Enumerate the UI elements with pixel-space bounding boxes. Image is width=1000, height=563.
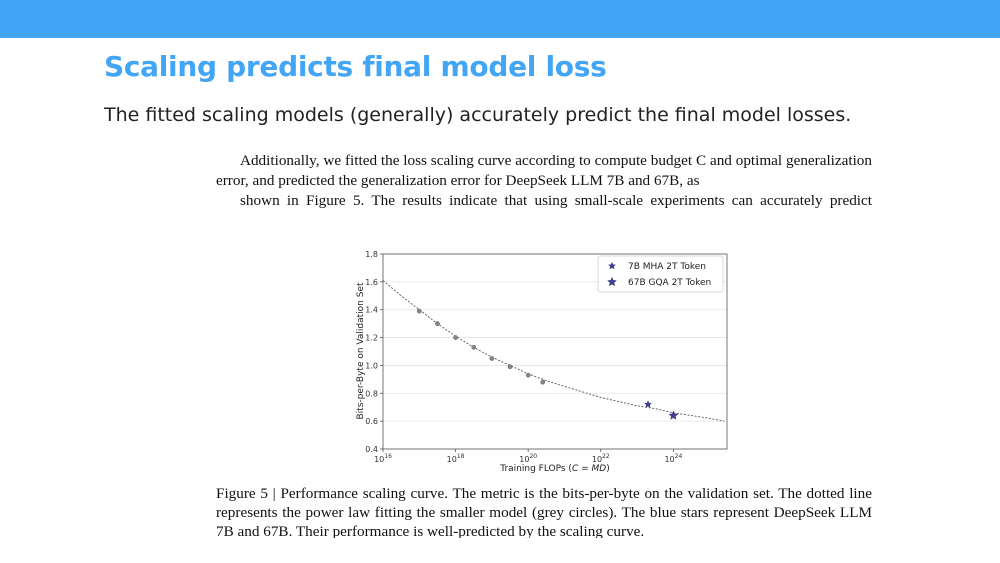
y-tick-label: 1.8	[365, 250, 378, 259]
x-tick-label: 1016	[374, 453, 392, 464]
grey-point	[435, 321, 440, 326]
grey-point	[453, 335, 458, 340]
slide-title: Scaling predicts final model loss	[104, 50, 607, 83]
x-tick-label: 1020	[519, 453, 537, 464]
paper-paragraph-last-line: shown in Figure 5. The results indicate …	[240, 192, 872, 209]
star-point	[644, 400, 652, 408]
scaling-chart: 0.4 0.6 0.8 1.0 1.2 1.4 1.6 1.8 1016 1018 1020 1022…	[356, 250, 728, 474]
x-tick-label: 1024	[664, 453, 682, 464]
paper-paragraph-text: Additionally, we fitted the loss scaling…	[216, 152, 872, 189]
y-tick-label: 1.0	[365, 361, 378, 370]
legend-label: 67B GQA 2T Token	[628, 278, 711, 288]
legend-box	[597, 255, 724, 293]
star-point	[668, 410, 679, 420]
y-tick-label: 1.6	[365, 278, 378, 287]
grey-point	[416, 308, 422, 314]
x-tick-label: 1018	[447, 453, 465, 464]
top-accent-bar	[0, 0, 1000, 38]
data-points	[416, 308, 679, 420]
y-tick-label: 0.8	[365, 389, 378, 398]
y-tick-label: 1.2	[365, 334, 378, 343]
axis-ticks: 0.4 0.6 0.8 1.0 1.2 1.4 1.6 1.8 1016 1018 1020 1022…	[365, 250, 682, 464]
y-tick-label: 1.4	[365, 306, 378, 315]
grey-point	[471, 344, 477, 350]
legend-star-icon	[608, 261, 616, 270]
y-axis-title: Bits-per-Byte on Validation Set	[356, 282, 366, 419]
power-law-fit-curve	[382, 280, 725, 422]
grey-point	[540, 379, 546, 385]
grey-point	[507, 364, 513, 370]
paper-paragraph: Additionally, we fitted the loss scaling…	[216, 151, 872, 211]
legend-label: 7B MHA 2T Token	[628, 262, 706, 272]
figure-caption: Figure 5 | Performance scaling curve. Th…	[216, 485, 872, 538]
slide-subtitle: The fitted scaling models (generally) ac…	[104, 104, 852, 126]
grey-point	[489, 356, 495, 361]
grid-lines	[383, 253, 727, 450]
y-tick-label: 0.4	[365, 445, 378, 454]
x-axis-title: Training FLOPs (C = MD)	[499, 464, 609, 474]
grey-point	[525, 372, 531, 378]
legend-star-icon	[607, 276, 617, 287]
plot-frame	[382, 253, 728, 450]
x-tick-label: 1022	[592, 453, 610, 464]
legend: 7B MHA 2T Token 67B GQA 2T Token	[597, 255, 724, 293]
y-tick-label: 0.6	[365, 417, 378, 426]
